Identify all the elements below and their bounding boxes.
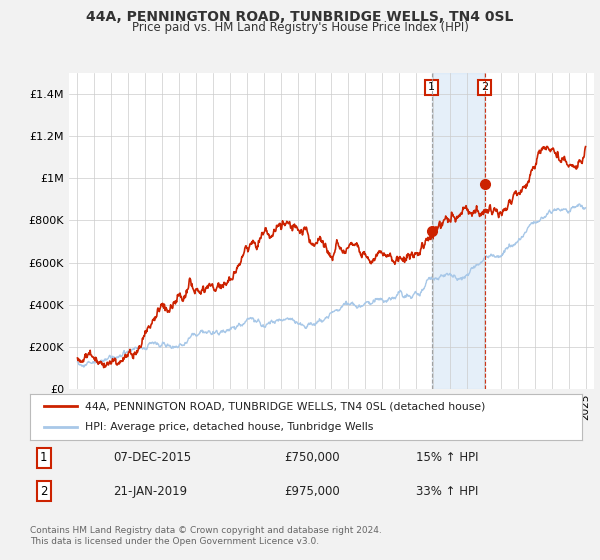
Text: 21-JAN-2019: 21-JAN-2019 <box>113 485 187 498</box>
Text: Contains HM Land Registry data © Crown copyright and database right 2024.
This d: Contains HM Land Registry data © Crown c… <box>30 526 382 546</box>
Text: Price paid vs. HM Land Registry's House Price Index (HPI): Price paid vs. HM Land Registry's House … <box>131 21 469 34</box>
Text: 15% ↑ HPI: 15% ↑ HPI <box>416 451 479 464</box>
Text: 44A, PENNINGTON ROAD, TUNBRIDGE WELLS, TN4 0SL: 44A, PENNINGTON ROAD, TUNBRIDGE WELLS, T… <box>86 10 514 24</box>
Text: 2: 2 <box>40 485 47 498</box>
Text: 1: 1 <box>428 82 435 92</box>
Text: 44A, PENNINGTON ROAD, TUNBRIDGE WELLS, TN4 0SL (detached house): 44A, PENNINGTON ROAD, TUNBRIDGE WELLS, T… <box>85 401 485 411</box>
Text: £750,000: £750,000 <box>284 451 340 464</box>
Text: £975,000: £975,000 <box>284 485 340 498</box>
Text: 2: 2 <box>481 82 488 92</box>
Text: 33% ↑ HPI: 33% ↑ HPI <box>416 485 479 498</box>
Text: 07-DEC-2015: 07-DEC-2015 <box>113 451 191 464</box>
Bar <box>432 73 485 389</box>
Text: HPI: Average price, detached house, Tunbridge Wells: HPI: Average price, detached house, Tunb… <box>85 422 374 432</box>
Text: 1: 1 <box>40 451 47 464</box>
